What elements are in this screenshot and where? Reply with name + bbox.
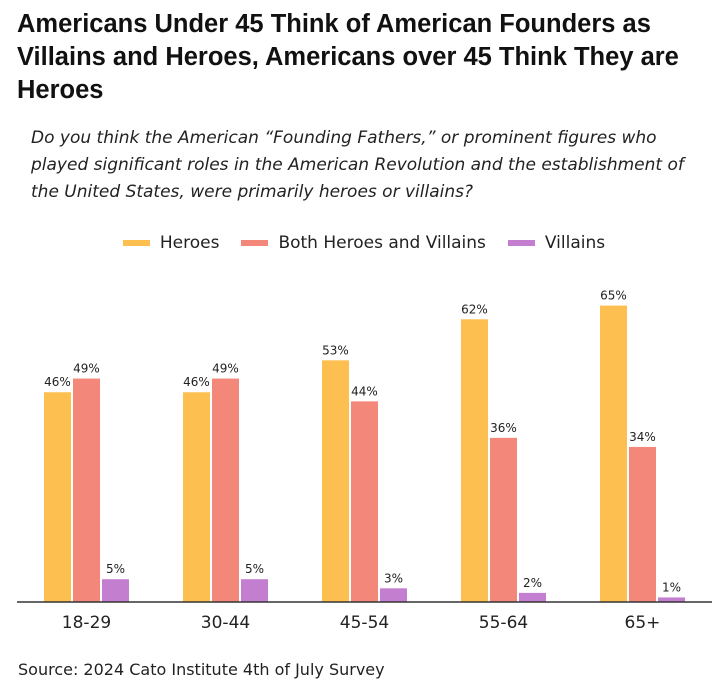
bar-65+-villains (658, 597, 685, 602)
bar-30-44-heroes (183, 392, 210, 602)
bar-30-44-villains (241, 579, 268, 602)
x-tick-label: 18-29 (62, 613, 111, 633)
data-label: 46% (44, 375, 71, 389)
legend-label-villains: Villains (544, 233, 606, 253)
data-label: 5% (106, 562, 125, 576)
data-label: 2% (523, 576, 542, 590)
x-tick-label: 30-44 (201, 613, 250, 633)
legend-swatch-both (241, 240, 269, 246)
bar-65+-heroes (600, 305, 627, 602)
bar-45-54-villains (380, 588, 407, 602)
bar-45-54-heroes (322, 360, 349, 602)
bar-18-29-villains (102, 579, 129, 602)
data-label: 53% (322, 343, 349, 357)
legend-label-heroes: Heroes (159, 233, 220, 253)
bar-18-29-heroes (44, 392, 71, 602)
bar-55-64-both-heroes-and-villains (490, 437, 517, 602)
data-label: 36% (490, 421, 517, 435)
bar-18-29-both-heroes-and-villains (73, 378, 100, 602)
data-label: 65% (600, 289, 627, 303)
x-tick-label: 55-64 (479, 613, 528, 633)
bar-30-44-both-heroes-and-villains (212, 378, 239, 602)
bar-55-64-villains (519, 592, 546, 602)
legend-item-heroes: Heroes (122, 233, 220, 253)
data-label: 62% (461, 302, 488, 316)
data-label: 49% (73, 362, 100, 376)
data-label: 49% (212, 362, 239, 376)
x-tick-label: 45-54 (340, 613, 389, 633)
source-note: Source: 2024 Cato Institute 4th of July … (18, 660, 385, 679)
legend-item-both: Both Heroes and Villains (241, 233, 486, 253)
legend: Heroes Both Heroes and Villains Villains (0, 231, 728, 255)
data-label: 46% (183, 375, 210, 389)
data-label: 44% (351, 384, 378, 398)
bar-65+-both-heroes-and-villains (629, 446, 656, 602)
data-label: 34% (629, 430, 656, 444)
bar-45-54-both-heroes-and-villains (351, 401, 378, 602)
data-label: 3% (384, 571, 403, 585)
chart-title: Americans Under 45 Think of American Fou… (17, 10, 679, 104)
legend-swatch-heroes (122, 240, 150, 246)
data-label: 1% (662, 580, 681, 594)
chart-subtitle: Do you think the American “Founding Fath… (31, 128, 684, 202)
x-tick-label: 65+ (625, 613, 661, 633)
legend-swatch-villains (507, 240, 535, 246)
bar-55-64-heroes (461, 319, 488, 602)
data-label: 5% (245, 562, 264, 576)
legend-label-both: Both Heroes and Villains (278, 233, 486, 253)
legend-item-villains: Villains (507, 233, 606, 253)
bar-chart: 46%49%5%18-2946%49%5%30-4453%44%3%45-546… (17, 289, 712, 633)
